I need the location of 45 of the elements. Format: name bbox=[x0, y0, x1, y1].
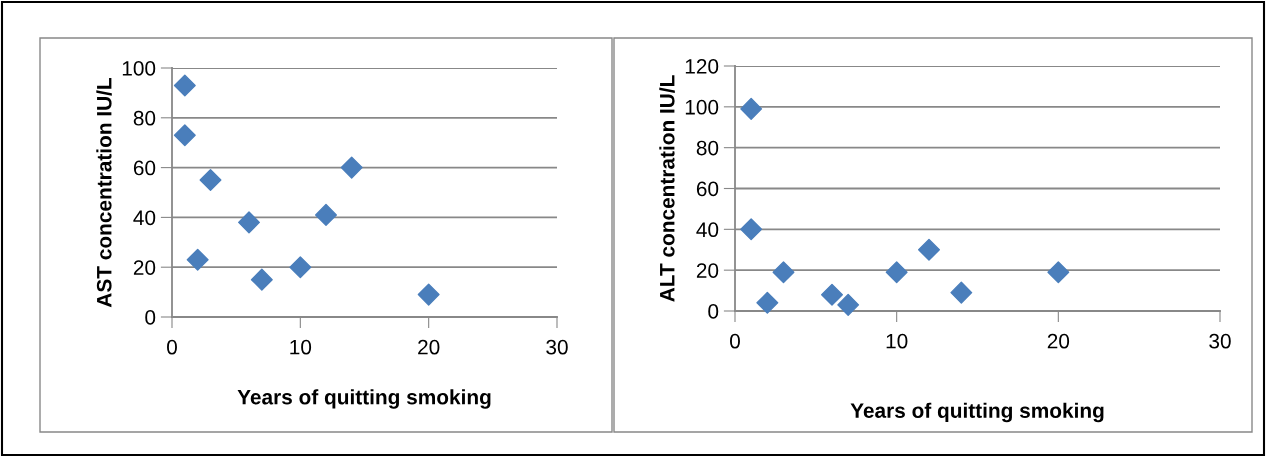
y-tick-label: 20 bbox=[696, 263, 719, 278]
x-axis-title: Years of quitting smoking bbox=[237, 389, 491, 409]
point bbox=[772, 261, 795, 284]
y-tick-label: 40 bbox=[696, 222, 719, 238]
x-tick-label: 0 bbox=[167, 339, 177, 355]
point bbox=[173, 124, 196, 147]
point bbox=[250, 268, 273, 291]
point bbox=[173, 74, 196, 97]
x-tick-label: 30 bbox=[1209, 333, 1231, 349]
y-tick-label: 40 bbox=[133, 210, 156, 226]
point bbox=[289, 256, 312, 279]
y-tick-label: 60 bbox=[133, 160, 156, 176]
point bbox=[238, 211, 260, 234]
point bbox=[950, 281, 973, 304]
x-tick-label: 20 bbox=[1047, 333, 1070, 349]
y-axis-title: AST concentration IU/L bbox=[96, 77, 112, 308]
point bbox=[837, 293, 860, 316]
point bbox=[186, 248, 209, 271]
y-tick-label: 60 bbox=[696, 181, 719, 197]
point bbox=[740, 218, 763, 241]
y-tick-label: 0 bbox=[708, 304, 719, 319]
x-tick-label: 0 bbox=[730, 333, 740, 349]
point bbox=[918, 238, 940, 261]
y-tick-label: 20 bbox=[133, 260, 156, 275]
y-tick-label: 0 bbox=[145, 310, 156, 325]
y-tick-label: 100 bbox=[122, 61, 156, 76]
point bbox=[885, 261, 908, 284]
x-tick-label: 10 bbox=[290, 339, 312, 355]
x-tick-label: 30 bbox=[546, 339, 568, 355]
point bbox=[1047, 261, 1070, 284]
point bbox=[417, 283, 440, 306]
x-axis-title: Years of quitting smoking bbox=[850, 402, 1104, 423]
point bbox=[199, 169, 222, 192]
point bbox=[315, 203, 337, 226]
point bbox=[756, 291, 779, 314]
x-tick-label: 10 bbox=[886, 333, 908, 349]
point bbox=[740, 97, 763, 120]
y-tick-label: 80 bbox=[133, 110, 156, 126]
y-axis-title: ALT concentration IU/L bbox=[659, 75, 675, 302]
y-tick-label: 80 bbox=[696, 140, 719, 156]
point bbox=[340, 156, 363, 179]
y-tick-label: 120 bbox=[685, 59, 719, 74]
x-tick-label: 20 bbox=[418, 339, 440, 355]
y-tick-label: 100 bbox=[685, 99, 719, 115]
point bbox=[821, 283, 843, 306]
